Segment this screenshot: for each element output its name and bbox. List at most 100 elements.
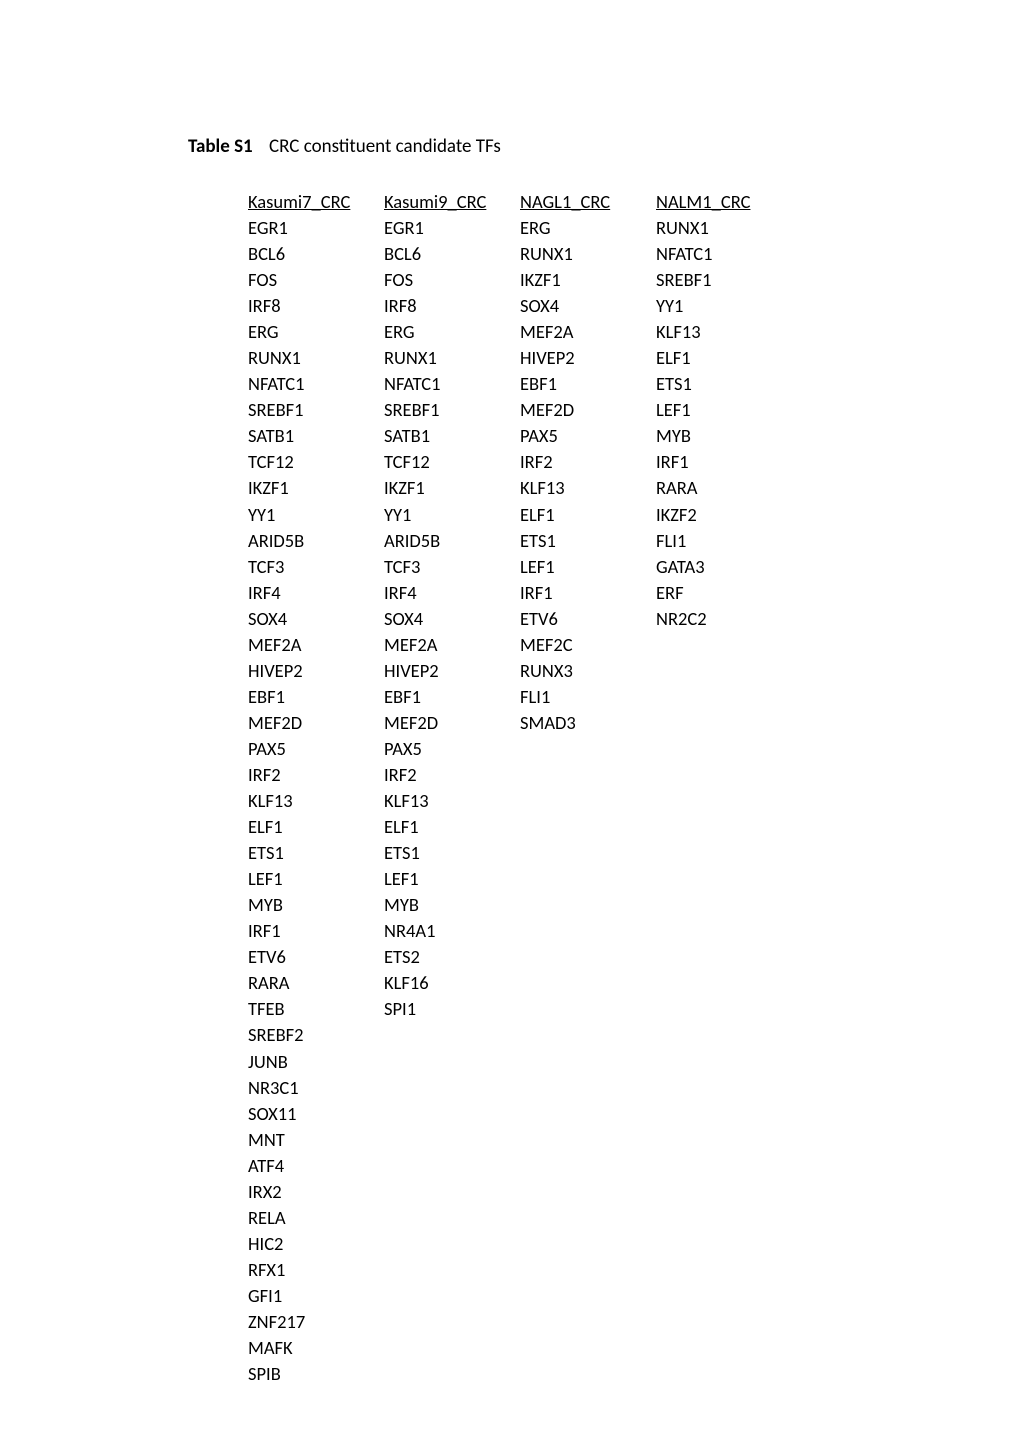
table-cell <box>656 788 784 814</box>
table-cell <box>656 762 784 788</box>
table-row: IRF8IRF8SOX4YY1 <box>248 293 784 319</box>
table-row: TFEBSPI1 <box>248 996 784 1022</box>
table-cell <box>520 1022 656 1048</box>
table-cell <box>520 996 656 1022</box>
table-cell: EBF1 <box>384 684 520 710</box>
table-cell: TCF3 <box>248 554 384 580</box>
table-cell <box>656 840 784 866</box>
table-cell: NFATC1 <box>384 371 520 397</box>
table-cell <box>384 1283 520 1309</box>
tf-table: Kasumi7_CRC Kasumi9_CRC NAGL1_CRC NALM1_… <box>248 190 784 1387</box>
table-cell: SREBF1 <box>248 397 384 423</box>
table-cell: HIVEP2 <box>248 658 384 684</box>
table-row: SREBF1SREBF1MEF2DLEF1 <box>248 397 784 423</box>
table-cell <box>656 996 784 1022</box>
table-row: IKZF1IKZF1KLF13RARA <box>248 475 784 501</box>
table-header: Kasumi7_CRC Kasumi9_CRC NAGL1_CRC NALM1_… <box>248 190 784 215</box>
table-cell: SREBF1 <box>384 397 520 423</box>
table-cell <box>656 1179 784 1205</box>
table-cell <box>384 1335 520 1361</box>
table-cell: EGR1 <box>248 215 384 241</box>
table-cell: IRF8 <box>384 293 520 319</box>
table-cell: FOS <box>248 267 384 293</box>
table-cell <box>656 1231 784 1257</box>
table-cell: PAX5 <box>520 423 656 449</box>
table-cell <box>656 658 784 684</box>
table-row: MEF2DMEF2DSMAD3 <box>248 710 784 736</box>
table-row: TCF3TCF3LEF1GATA3 <box>248 554 784 580</box>
col-header-nagl1: NAGL1_CRC <box>520 190 656 215</box>
table-cell: BCL6 <box>384 241 520 267</box>
table-cell <box>656 1049 784 1075</box>
table-cell: ATF4 <box>248 1153 384 1179</box>
table-cell <box>520 1257 656 1283</box>
table-cell <box>656 814 784 840</box>
table-body: EGR1EGR1ERGRUNX1BCL6BCL6RUNX1NFATC1FOSFO… <box>248 215 784 1387</box>
page: Table S1 CRC constituent candidate TFs K… <box>0 0 1020 1443</box>
table-cell <box>656 1022 784 1048</box>
table-cell <box>520 1127 656 1153</box>
table-cell <box>656 1205 784 1231</box>
table-cell: ETS1 <box>520 528 656 554</box>
table-cell: TCF12 <box>248 449 384 475</box>
table-row: RUNX1RUNX1HIVEP2ELF1 <box>248 345 784 371</box>
table-cell: EBF1 <box>248 684 384 710</box>
table-row: RELA <box>248 1205 784 1231</box>
table-cell: SATB1 <box>384 423 520 449</box>
table-cell: BCL6 <box>248 241 384 267</box>
table-cell: SREBF1 <box>656 267 784 293</box>
table-cell: MYB <box>656 423 784 449</box>
table-cell <box>656 970 784 996</box>
table-cell: RARA <box>656 475 784 501</box>
table-cell: TFEB <box>248 996 384 1022</box>
table-cell <box>520 1075 656 1101</box>
table-row: IRX2 <box>248 1179 784 1205</box>
table-row: SOX4SOX4ETV6NR2C2 <box>248 606 784 632</box>
table-cell: SREBF2 <box>248 1022 384 1048</box>
table-row: IRF1NR4A1 <box>248 918 784 944</box>
table-cell: FOS <box>384 267 520 293</box>
table-row: MEF2AMEF2AMEF2C <box>248 632 784 658</box>
table-cell: TCF3 <box>384 554 520 580</box>
table-caption: CRC constituent candidate TFs <box>269 135 501 158</box>
col-header-kasumi9: Kasumi9_CRC <box>384 190 520 215</box>
table-cell <box>520 1309 656 1335</box>
table-cell: KLF13 <box>248 788 384 814</box>
table-cell: RFX1 <box>248 1257 384 1283</box>
table-row: ETV6ETS2 <box>248 944 784 970</box>
table-cell <box>656 736 784 762</box>
table-row: ERGERGMEF2AKLF13 <box>248 319 784 345</box>
table-row: SOX11 <box>248 1101 784 1127</box>
table-cell <box>656 866 784 892</box>
table-cell: RARA <box>248 970 384 996</box>
table-cell <box>656 1309 784 1335</box>
table-cell: IRF1 <box>520 580 656 606</box>
table-cell: ETS1 <box>656 371 784 397</box>
table-cell: IRF4 <box>384 580 520 606</box>
table-cell: EGR1 <box>384 215 520 241</box>
table-cell <box>520 840 656 866</box>
table-cell: SATB1 <box>248 423 384 449</box>
table-cell: PAX5 <box>248 736 384 762</box>
table-row: RFX1 <box>248 1257 784 1283</box>
table-cell: KLF13 <box>520 475 656 501</box>
table-cell: IRF1 <box>248 918 384 944</box>
table-cell <box>520 762 656 788</box>
table-cell: ERF <box>656 580 784 606</box>
table-cell <box>520 1205 656 1231</box>
table-cell: EBF1 <box>520 371 656 397</box>
table-cell <box>384 1205 520 1231</box>
table-cell <box>520 1049 656 1075</box>
table-cell: FLI1 <box>656 528 784 554</box>
table-cell: YY1 <box>656 293 784 319</box>
table-cell: MEF2A <box>248 632 384 658</box>
table-cell: YY1 <box>248 502 384 528</box>
table-cell <box>520 1101 656 1127</box>
table-cell: GATA3 <box>656 554 784 580</box>
table-cell: RUNX1 <box>520 241 656 267</box>
table-label: Table S1 <box>188 135 253 158</box>
table-cell <box>520 944 656 970</box>
table-row: PAX5PAX5 <box>248 736 784 762</box>
table-cell <box>384 1049 520 1075</box>
table-cell <box>656 1283 784 1309</box>
